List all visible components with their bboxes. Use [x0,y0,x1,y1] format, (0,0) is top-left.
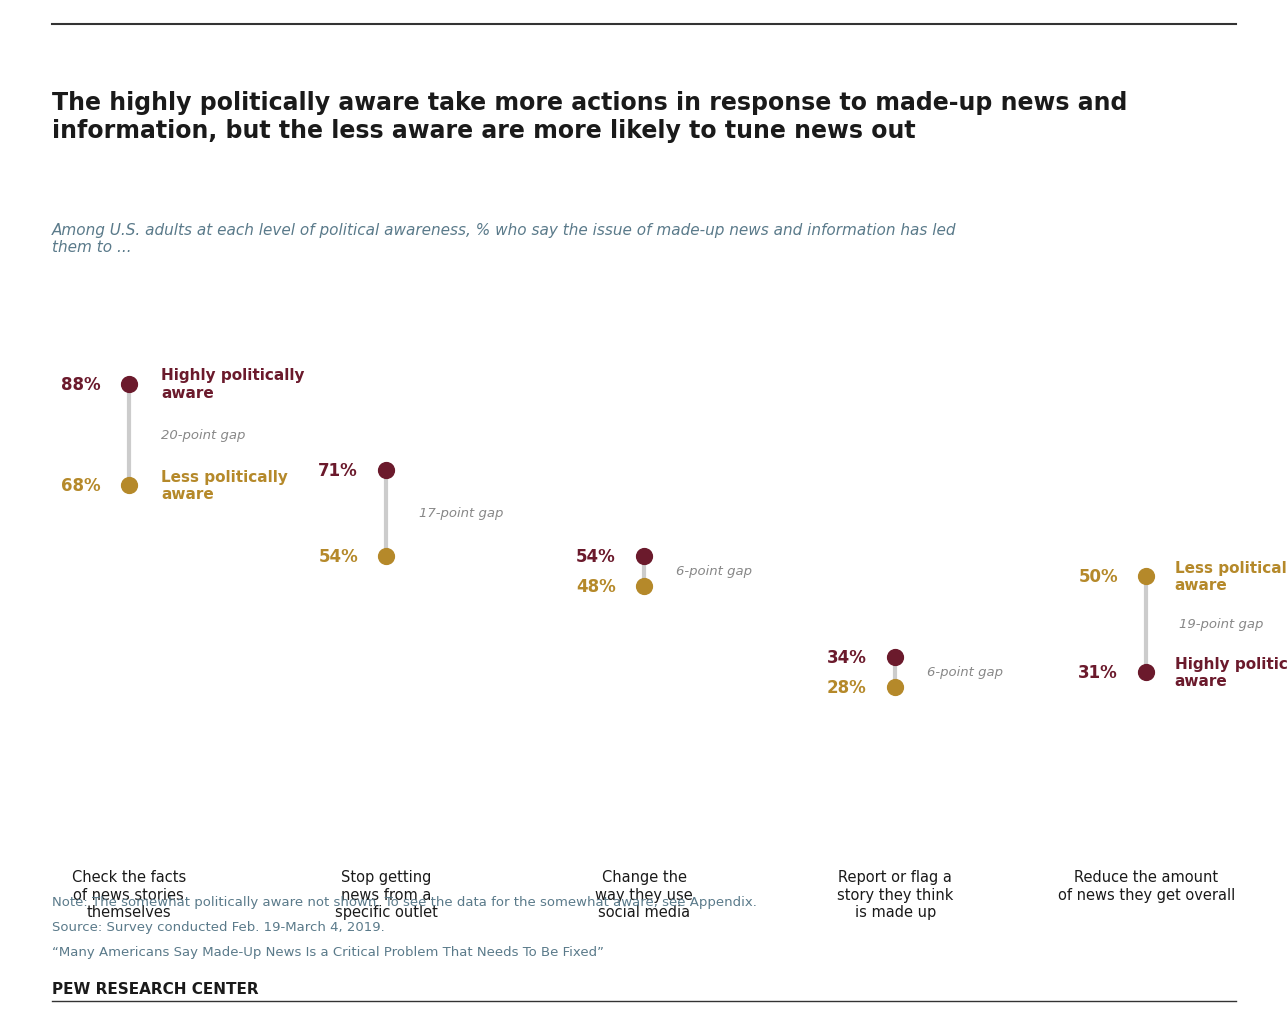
Text: Change the
way they use
social media: Change the way they use social media [595,869,693,919]
Point [376,462,397,478]
Text: 6-point gap: 6-point gap [927,666,1003,678]
Text: 31%: 31% [1078,663,1118,681]
Point [118,376,139,392]
Text: Reduce the amount
of news they get overall: Reduce the amount of news they get overa… [1057,869,1235,902]
Point [1136,664,1157,680]
Text: Highly politically
aware: Highly politically aware [1175,656,1288,688]
Point [634,548,654,564]
Text: PEW RESEARCH CENTER: PEW RESEARCH CENTER [52,981,258,996]
Point [376,548,397,564]
Point [885,679,905,696]
Text: 48%: 48% [576,577,616,595]
Text: Among U.S. adults at each level of political awareness, % who say the issue of m: Among U.S. adults at each level of polit… [52,222,956,255]
Text: 20-point gap: 20-point gap [161,429,246,441]
Text: 71%: 71% [318,461,358,479]
Text: 50%: 50% [1078,567,1118,585]
Point [118,477,139,493]
Text: Check the facts
of news stories
themselves: Check the facts of news stories themselv… [72,869,185,919]
Text: “Many Americans Say Made-Up News Is a Critical Problem That Needs To Be Fixed”: “Many Americans Say Made-Up News Is a Cr… [52,945,604,958]
Text: 88%: 88% [61,375,100,393]
Text: 19-point gap: 19-point gap [1179,618,1264,631]
Text: Report or flag a
story they think
is made up: Report or flag a story they think is mad… [837,869,953,919]
Text: Source: Survey conducted Feb. 19-March 4, 2019.: Source: Survey conducted Feb. 19-March 4… [52,920,384,933]
Text: Less politically
aware: Less politically aware [1175,560,1288,592]
Text: 54%: 54% [318,547,358,565]
Text: Stop getting
news from a
specific outlet: Stop getting news from a specific outlet [335,869,438,919]
Text: 6-point gap: 6-point gap [676,565,752,577]
Text: 54%: 54% [576,547,616,565]
Text: The highly politically aware take more actions in response to made-up news and
i: The highly politically aware take more a… [52,91,1127,143]
Text: 17-point gap: 17-point gap [419,507,504,520]
Text: Less politically
aware: Less politically aware [161,469,289,501]
Text: Note: The somewhat politically aware not shown. To see the data for the somewhat: Note: The somewhat politically aware not… [52,895,756,908]
Point [885,649,905,665]
Text: 68%: 68% [61,476,100,494]
Text: 28%: 28% [827,678,867,697]
Point [1136,568,1157,584]
Point [634,578,654,594]
Text: Highly politically
aware: Highly politically aware [161,368,304,400]
Text: 34%: 34% [827,648,867,666]
